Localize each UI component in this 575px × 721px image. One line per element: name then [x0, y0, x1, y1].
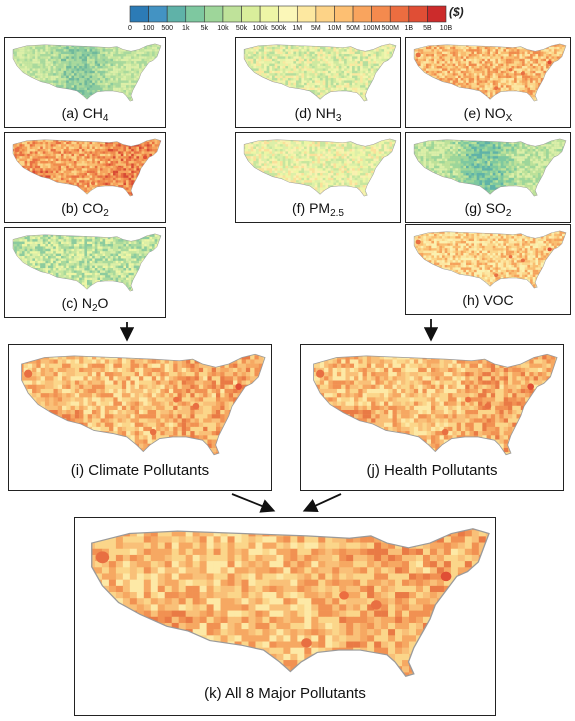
caption-text: (h) VOC — [462, 292, 514, 308]
panel-voc: (h) VOC — [405, 224, 571, 315]
legend-tick-label: 5k — [200, 25, 209, 32]
caption-text: (i) Climate Pollutants — [70, 462, 210, 479]
panel-pm25: (f) PM2.5 — [235, 132, 401, 223]
legend-tick-label: 10M — [327, 25, 342, 32]
arrow-health-to-all — [302, 493, 342, 513]
caption-text: (k) All 8 Major Pollutants — [204, 685, 366, 702]
us-county-map — [12, 138, 162, 197]
legend-tick-label: 100M — [362, 25, 381, 32]
legend-tick-label: 5M — [311, 25, 321, 32]
caption-subscript: X — [505, 113, 513, 124]
legend-swatch — [427, 5, 447, 23]
arrow-climate-to-all — [231, 493, 276, 513]
legend-tick-label: 100k — [252, 25, 268, 32]
caption-subscript: 4 — [102, 113, 109, 124]
caption-subscript: 2.5 — [330, 208, 344, 219]
us-county-map — [91, 528, 490, 677]
us-county-map — [12, 43, 162, 102]
panel-caption: (h) VOC — [406, 292, 570, 308]
us-county-map — [313, 353, 558, 456]
legend-tick-label: 50k — [235, 25, 248, 32]
us-county-map — [413, 138, 567, 197]
panel-health-pollutants: (j) Health Pollutants — [300, 344, 564, 491]
legend-tick-label: 1k — [182, 25, 190, 32]
legend-tick-label: 1M — [292, 25, 303, 32]
legend-tick-label: 5B — [423, 25, 432, 32]
us-county-map — [243, 43, 397, 102]
panel-co2: (b) CO2 — [4, 132, 166, 223]
caption-text: (f) PM — [291, 200, 331, 216]
panel-n2o: (c) N2O — [4, 227, 166, 318]
legend-unit: ($) — [449, 5, 464, 19]
caption-text: (c) N — [61, 295, 92, 311]
caption-text: (j) Health Pollutants — [366, 462, 498, 479]
panel-nox: (e) NOX — [405, 37, 571, 128]
panel-so2: (g) SO2 — [405, 132, 571, 223]
us-county-map — [413, 43, 567, 102]
panel-caption: (k) All 8 Major Pollutants — [75, 685, 495, 702]
legend-tick-label: 100 — [142, 25, 155, 32]
caption-text: (d) NH — [294, 105, 336, 121]
panel-caption: (d) NH3 — [236, 105, 400, 124]
us-county-map — [413, 230, 567, 289]
panel-nh3: (d) NH3 — [235, 37, 401, 128]
caption-text: (g) SO — [464, 200, 506, 216]
panel-caption: (g) SO2 — [406, 200, 570, 219]
color-scale-legend — [129, 5, 447, 23]
caption-subscript: 2 — [91, 303, 98, 314]
panel-caption: (f) PM2.5 — [236, 200, 400, 219]
legend-tick-label: 0 — [128, 25, 132, 32]
panel-caption: (b) CO2 — [5, 200, 165, 219]
panel-climate-pollutants: (i) Climate Pollutants — [8, 344, 272, 491]
panel-ch4: (a) CH4 — [4, 37, 166, 128]
panel-caption: (c) N2O — [5, 295, 165, 314]
caption-subscript: 2 — [505, 208, 512, 219]
legend-tick-label: 10B — [439, 25, 453, 32]
caption-suffix: O — [97, 295, 109, 311]
caption-subscript: 2 — [103, 208, 109, 219]
caption-text: (e) NO — [463, 105, 506, 121]
panel-caption: (i) Climate Pollutants — [9, 462, 271, 479]
caption-text: (a) CH — [61, 105, 103, 121]
legend-tick-label: 500k — [271, 25, 287, 32]
legend-tick-label: 500 — [161, 25, 174, 32]
panel-caption: (a) CH4 — [5, 105, 165, 124]
us-county-map — [21, 353, 266, 456]
legend-tick-label: 500M — [381, 25, 399, 32]
caption-text: (b) CO — [61, 200, 104, 216]
panel-all-pollutants: (k) All 8 Major Pollutants — [74, 517, 496, 716]
panel-caption: (j) Health Pollutants — [301, 462, 563, 479]
legend-tick-label: 1B — [404, 25, 414, 32]
us-county-map — [12, 233, 162, 292]
us-county-map — [243, 138, 397, 197]
caption-subscript: 3 — [335, 113, 342, 124]
legend-tick-label: 50M — [346, 25, 360, 32]
panel-caption: (e) NOX — [406, 105, 570, 124]
legend-tick-label: 10k — [217, 25, 229, 32]
